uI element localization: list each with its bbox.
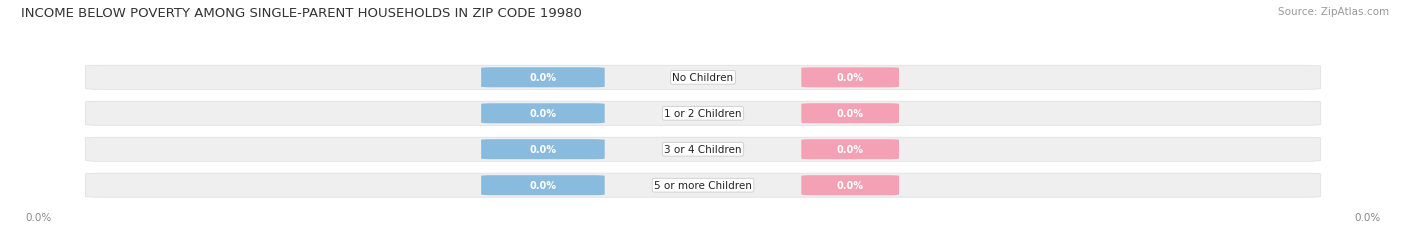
- FancyBboxPatch shape: [86, 66, 1320, 90]
- Text: 0.0%: 0.0%: [25, 212, 52, 222]
- Text: INCOME BELOW POVERTY AMONG SINGLE-PARENT HOUSEHOLDS IN ZIP CODE 19980: INCOME BELOW POVERTY AMONG SINGLE-PARENT…: [21, 7, 582, 20]
- Text: 0.0%: 0.0%: [530, 145, 557, 155]
- Text: Source: ZipAtlas.com: Source: ZipAtlas.com: [1278, 7, 1389, 17]
- Text: 0.0%: 0.0%: [837, 145, 863, 155]
- FancyBboxPatch shape: [86, 138, 1320, 161]
- Text: 0.0%: 0.0%: [837, 180, 863, 190]
- Text: 1 or 2 Children: 1 or 2 Children: [664, 109, 742, 119]
- Text: 0.0%: 0.0%: [837, 109, 863, 119]
- Text: 0.0%: 0.0%: [530, 180, 557, 190]
- FancyBboxPatch shape: [801, 104, 898, 124]
- Text: 0.0%: 0.0%: [837, 73, 863, 83]
- FancyBboxPatch shape: [481, 140, 605, 160]
- Text: 0.0%: 0.0%: [1354, 212, 1381, 222]
- Text: 5 or more Children: 5 or more Children: [654, 180, 752, 190]
- FancyBboxPatch shape: [801, 68, 898, 88]
- FancyBboxPatch shape: [481, 68, 605, 88]
- FancyBboxPatch shape: [86, 173, 1320, 197]
- Text: No Children: No Children: [672, 73, 734, 83]
- FancyBboxPatch shape: [481, 175, 605, 195]
- FancyBboxPatch shape: [86, 102, 1320, 126]
- Text: 0.0%: 0.0%: [530, 109, 557, 119]
- Text: 0.0%: 0.0%: [530, 73, 557, 83]
- FancyBboxPatch shape: [801, 140, 898, 160]
- FancyBboxPatch shape: [481, 104, 605, 124]
- Text: 3 or 4 Children: 3 or 4 Children: [664, 145, 742, 155]
- FancyBboxPatch shape: [801, 175, 898, 195]
